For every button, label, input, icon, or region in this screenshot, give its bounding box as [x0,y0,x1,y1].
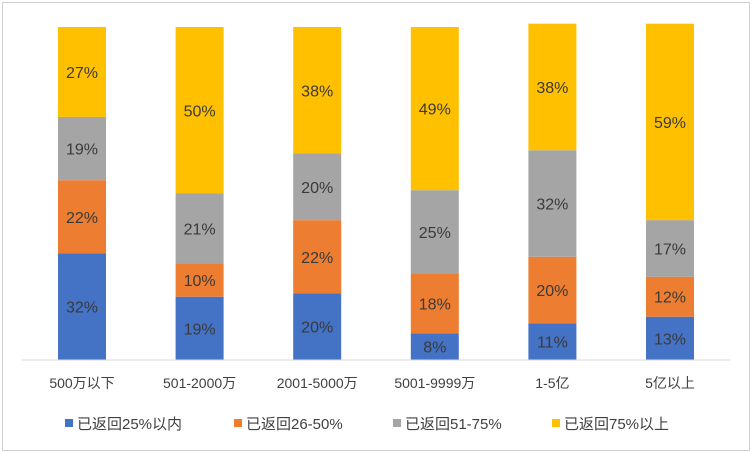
x-tick-label: 5001-9999万 [394,375,475,391]
legend-swatch [393,419,401,427]
legend-item-4: 已返回75%以上 [552,416,669,433]
legend-swatch [234,419,242,427]
legend-label: 已返回25%以内 [77,416,182,433]
bar-segment-5-1 [528,323,577,360]
legend-swatch [552,419,560,427]
legend-item-3: 已返回51-75% [393,416,502,433]
data-label: 22% [301,250,333,267]
data-label: 22% [66,210,98,227]
data-label: 20% [301,320,333,337]
legend-label: 已返回26-50% [246,416,343,433]
legend-item-2: 已返回26-50% [234,416,343,433]
bar-segment-3-1 [293,293,342,360]
bar-segment-6-1 [646,316,694,360]
data-label: 38% [536,80,568,97]
data-label: 38% [301,83,333,100]
data-label: 17% [654,241,686,258]
segment-labels-layer: 32% 22% 19% 27% 19% 10% 21% 50% 20% 22% 20% 38% 8% 18… [66,65,686,357]
data-label: 19% [184,321,216,338]
x-tick-label: 500万以下 [49,375,114,391]
data-label: 50% [184,103,216,120]
data-label: 10% [184,273,216,290]
data-label: 20% [536,283,568,300]
bar-segment-5-3 [528,150,577,257]
bar-segment-5-2 [528,256,577,324]
category-labels-layer: 500万以下 501-2000万 2001-5000万 5001-9999万 1-5亿 5… [49,375,695,391]
bar-segment-2-2 [175,263,224,297]
data-label: 32% [536,196,568,213]
chart-frame [2,2,750,451]
bar-segment-5-4 [528,23,577,151]
bar-segment-1-2 [58,180,106,254]
data-label: 20% [301,180,333,197]
bar-segment-3-3 [293,153,342,221]
bar-segment-4-1 [410,333,459,360]
x-tick-label: 5亿以上 [645,375,695,391]
legend: 已返回25%以内 已返回26-50% 已返回51-75% 已返回75%以上 [65,416,669,433]
bar-segment-1-1 [58,253,106,360]
bar-segment-2-3 [175,193,224,264]
data-label: 49% [419,102,451,119]
bar-segment-2-1 [175,296,224,360]
legend-label: 已返回51-75% [405,416,502,433]
data-label: 13% [654,331,686,348]
bars-layer [58,23,694,360]
bar-segment-1-4 [58,27,106,117]
x-tick-label: 501-2000万 [163,375,236,391]
data-label: 32% [66,300,98,317]
legend-item-1: 已返回25%以内 [65,416,182,433]
bar-segment-4-4 [410,27,459,191]
data-label: 8% [423,340,446,357]
legend-swatch [65,419,73,427]
x-tick-label: 2001-5000万 [277,375,358,391]
data-label: 59% [654,115,686,132]
data-label: 25% [419,225,451,242]
bar-segment-3-4 [293,27,342,154]
bar-segment-2-4 [175,27,224,194]
bar-segment-6-4 [646,23,694,221]
data-label: 12% [654,290,686,307]
bar-segment-4-3 [410,190,459,274]
data-label: 18% [419,296,451,313]
bar-segment-4-2 [410,273,459,334]
bar-segment-1-3 [58,116,106,181]
bar-segment-3-2 [293,220,342,294]
bar-segment-6-2 [646,276,694,317]
bar-segment-6-3 [646,220,694,277]
legend-label: 已返回75%以上 [564,416,669,433]
data-label: 27% [66,65,98,82]
data-label: 21% [184,221,216,238]
data-label: 19% [66,142,98,159]
x-tick-label: 1-5亿 [535,375,569,391]
data-label: 11% [537,335,568,352]
